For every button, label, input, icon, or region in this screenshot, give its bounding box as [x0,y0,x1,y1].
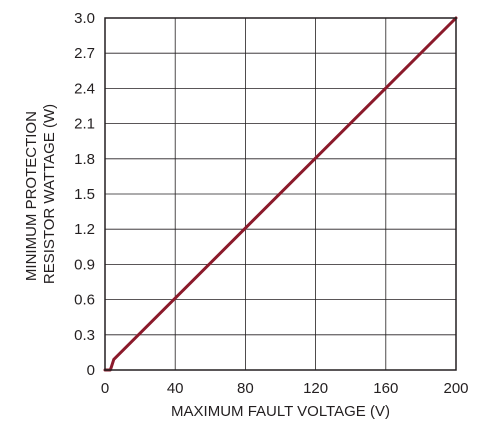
x-tick-label: 200 [443,380,468,397]
x-tick-label: 120 [303,380,328,397]
x-tick-label: 80 [237,380,254,397]
y-axis-title: MINIMUM PROTECTION RESISTOR WATTAGE (W) [23,104,58,284]
y-tick-labels: 0 0.3 0.6 0.9 1.2 1.5 1.8 2.1 2.4 2.7 3.0 [74,10,95,379]
y-axis-title-line-1: MINIMUM PROTECTION [23,111,40,281]
y-tick-label: 1.5 [74,186,95,203]
y-tick-label: 0.9 [74,256,95,273]
x-tick-label: 40 [167,380,184,397]
y-tick-label: 0 [87,362,95,379]
y-tick-label: 2.1 [74,116,95,133]
x-tick-label: 160 [373,380,398,397]
y-tick-label: 3.0 [74,10,95,27]
y-tick-label: 2.7 [74,45,95,62]
y-tick-label: 2.4 [74,80,95,97]
y-tick-label: 1.2 [74,221,95,238]
plot-frame [104,17,457,371]
x-axis-title: MAXIMUM FAULT VOLTAGE (V) [171,403,390,420]
x-tick-label: 0 [101,380,109,397]
y-axis-title-line-2: RESISTOR WATTAGE (W) [41,104,58,284]
y-tick-label: 0.6 [74,292,95,309]
y-tick-label: 1.8 [74,151,95,168]
x-tick-labels: 0 40 80 120 160 200 [101,380,469,397]
y-tick-label: 0.3 [74,327,95,344]
